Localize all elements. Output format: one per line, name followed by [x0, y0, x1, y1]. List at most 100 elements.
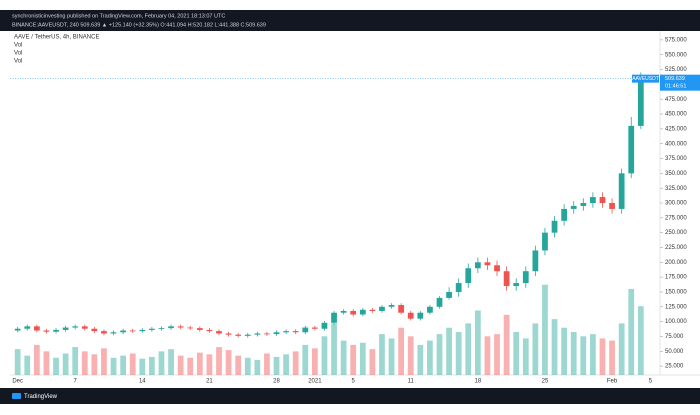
y-tick-label: 250.000 [665, 230, 687, 236]
volume-bar [149, 356, 155, 375]
y-tick-label: 425.000 [665, 126, 687, 132]
candle-body [187, 327, 194, 329]
candle-body [139, 329, 146, 332]
candle-body [427, 306, 433, 313]
candle-body [379, 306, 385, 311]
volume-bar [532, 323, 539, 375]
legend-line: Vol [14, 59, 22, 65]
volume-bar [398, 327, 405, 375]
candle-body [168, 326, 174, 329]
volume-bar [53, 357, 59, 375]
volume-bar [474, 310, 481, 375]
candle-body [474, 262, 481, 269]
candle-body [580, 203, 587, 206]
candle-body [513, 283, 520, 287]
candle-body [503, 271, 510, 287]
header-band [0, 10, 700, 31]
y-tick-label: 50.000 [665, 349, 684, 355]
y-tick-label: 125.000 [665, 304, 687, 310]
candle-body [292, 331, 299, 333]
legend-line: Vol [14, 43, 22, 49]
candle-body [120, 330, 127, 333]
volume-bar [628, 289, 635, 375]
y-tick-label: 400.000 [665, 141, 687, 147]
candle-body [311, 327, 318, 329]
volume-bar [542, 284, 548, 375]
price-tag-countdown: 01:46:51 [665, 84, 686, 90]
volume-bar [292, 351, 299, 375]
volume-bar [369, 349, 376, 375]
volume-bar [522, 338, 529, 375]
footer-brand: TradingView [24, 394, 58, 400]
volume-bar [244, 357, 251, 375]
volume-bar [101, 348, 107, 375]
volume-bar [359, 342, 366, 375]
publisher-line: synchronisticinvesting published on Trad… [12, 13, 225, 19]
y-tick-label: 525.000 [665, 67, 687, 73]
candle-body [417, 312, 424, 319]
candle-body [359, 309, 366, 315]
volume-bar [110, 357, 117, 375]
candle-body [24, 326, 31, 329]
volume-bar [311, 348, 318, 375]
candle-body [177, 326, 184, 328]
x-tick-label: 25 [542, 379, 549, 385]
y-tick-label: 550.000 [665, 52, 687, 58]
volume-bar [43, 351, 50, 375]
volume-bar [196, 352, 203, 375]
candle-body [532, 250, 539, 272]
volume-bar [561, 327, 568, 375]
volume-bar [379, 334, 385, 375]
x-tick-label: 7 [74, 379, 78, 385]
y-tick-label: 350.000 [665, 171, 687, 177]
y-tick-label: 175.000 [665, 275, 687, 281]
candle-body [110, 332, 117, 334]
volume-bar [24, 355, 31, 375]
candle-body [216, 331, 222, 334]
x-tick-label: Dec [12, 379, 23, 385]
symbol-tag-label: AAVEUSDT [632, 76, 659, 82]
y-tick-label: 275.000 [665, 215, 687, 221]
candle-body [522, 271, 529, 284]
x-tick-label: 5 [649, 379, 653, 385]
candle-body [446, 291, 452, 298]
volume-bar [551, 319, 558, 375]
logo [12, 393, 21, 399]
volume-bar [340, 340, 347, 375]
candle-body [561, 208, 568, 221]
candle-body [264, 333, 270, 335]
y-tick-label: 75.000 [665, 334, 684, 340]
y-tick-label: 100.000 [665, 319, 687, 325]
footer-band [0, 388, 700, 404]
x-tick-label: 28 [273, 379, 280, 385]
volume-bar [590, 334, 596, 375]
volume-bar [609, 340, 615, 375]
price-tag [660, 74, 700, 91]
candle-body [542, 232, 548, 251]
candle-body [628, 125, 635, 174]
x-tick-label: 18 [475, 379, 482, 385]
candle-body [407, 312, 414, 319]
y-tick-label: 325.000 [665, 186, 687, 192]
candle-body [388, 305, 395, 307]
candle-body [465, 268, 472, 284]
candle-body [101, 331, 107, 334]
candle-body [618, 173, 625, 209]
y-tick-label: 225.000 [665, 245, 687, 251]
legend-line: AAVE / TetherUS, 4h, BINANCE [14, 35, 99, 41]
candle-body [637, 78, 644, 126]
x-tick-label: 11 [408, 379, 415, 385]
volume-bar [302, 344, 309, 375]
y-tick-label: 150.000 [665, 290, 687, 296]
candle-body [158, 328, 165, 329]
candle-body [484, 262, 491, 266]
candle-body [196, 328, 203, 330]
x-tick-label: 14 [139, 379, 146, 385]
symbol-tag [632, 74, 659, 83]
y-tick-label: 375.000 [665, 156, 687, 162]
candle-body [398, 305, 405, 313]
candle-body [81, 326, 88, 329]
candle-body [590, 197, 596, 203]
volume-bar [427, 340, 433, 375]
volume-bar [187, 357, 194, 375]
